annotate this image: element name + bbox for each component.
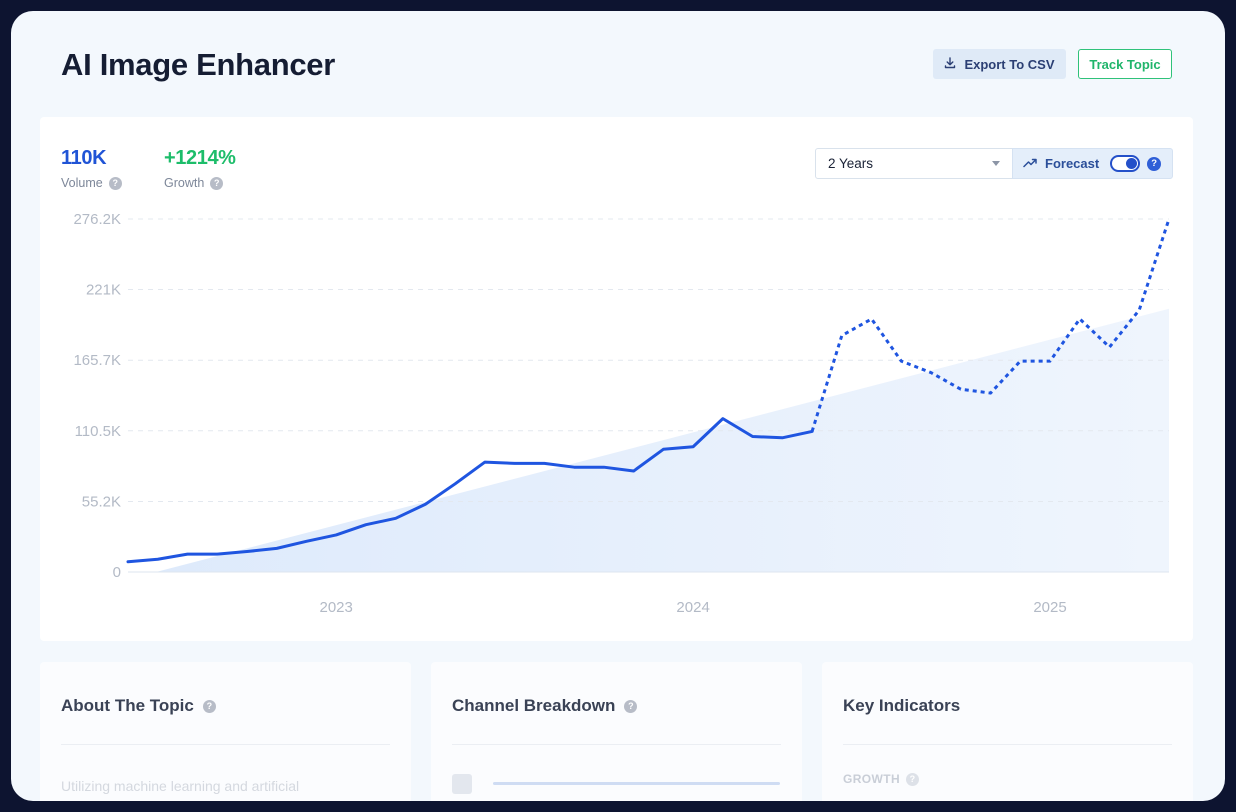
- volume-help-icon[interactable]: ?: [108, 176, 122, 190]
- growth-value: +1214%: [164, 147, 236, 169]
- forecast-control: Forecast ?: [1012, 148, 1173, 179]
- channel-breakdown-panel: Channel Breakdown ?: [431, 662, 802, 801]
- growth-label: Growth: [164, 176, 205, 190]
- page-title: AI Image Enhancer: [61, 47, 335, 82]
- divider: [843, 744, 1172, 745]
- y-tick-label: 221K: [86, 282, 121, 299]
- divider: [61, 744, 390, 745]
- trending-up-icon: [1023, 156, 1038, 171]
- export-csv-label: Export To CSV: [964, 56, 1055, 72]
- divider: [452, 744, 781, 745]
- trend-chart-card: 110K Volume ? +1214% Growth ? 2 Years F: [40, 117, 1193, 641]
- y-tick-label: 0: [113, 564, 121, 581]
- growth-help-icon[interactable]: ?: [210, 176, 224, 190]
- time-range-value: 2 Years: [828, 156, 874, 171]
- forecast-toggle[interactable]: [1110, 155, 1141, 172]
- y-tick-label: 276.2K: [73, 211, 121, 228]
- app-window: AI Image Enhancer Export To CSV Track To…: [11, 11, 1225, 801]
- export-csv-button[interactable]: Export To CSV: [933, 49, 1066, 79]
- x-tick-label: 2023: [320, 599, 353, 616]
- time-range-select[interactable]: 2 Years: [815, 148, 1013, 179]
- y-tick-label: 110.5K: [75, 423, 121, 440]
- channel-breakdown-title: Channel Breakdown: [452, 696, 616, 715]
- about-help-icon[interactable]: ?: [202, 699, 216, 713]
- volume-stat: 110K Volume ?: [61, 147, 122, 190]
- growth-indicator-label: GROWTH: [843, 772, 901, 786]
- growth-indicator-help-icon[interactable]: ?: [906, 772, 920, 786]
- key-indicators-title: Key Indicators: [843, 696, 961, 715]
- y-tick-label: 55.2K: [82, 493, 121, 510]
- volume-label: Volume: [61, 176, 103, 190]
- download-icon: [944, 56, 956, 72]
- toggle-knob: [1126, 158, 1138, 169]
- chevron-down-icon: [992, 161, 1000, 166]
- growth-stat: +1214% Growth ?: [164, 147, 236, 190]
- key-indicators-panel: Key Indicators GROWTH ?: [822, 662, 1193, 801]
- y-tick-label: 165.7K: [73, 352, 121, 369]
- forecast-help-icon[interactable]: ?: [1147, 156, 1162, 171]
- x-tick-label: 2024: [676, 599, 709, 616]
- volume-value: 110K: [61, 147, 107, 169]
- about-topic-text: Utilizing machine learning and artificia…: [61, 778, 300, 794]
- series-line-actual: [126, 417, 814, 564]
- forecast-label: Forecast: [1045, 156, 1100, 171]
- about-topic-title: About The Topic: [61, 696, 194, 715]
- track-topic-button[interactable]: Track Topic: [1078, 49, 1172, 79]
- x-tick-label: 2025: [1033, 599, 1066, 616]
- trend-chart: 0 55.2K 110.5K 165.7K 221K 276.2K 2023 2024 2025: [73, 211, 1171, 616]
- channel-logo-icon: [452, 774, 472, 794]
- channel-share-bar: [493, 782, 780, 785]
- about-topic-panel: About The Topic ? Utilizing machine lear…: [40, 662, 411, 801]
- series-line-forecast: [810, 218, 1171, 432]
- channel-help-icon[interactable]: ?: [624, 699, 638, 713]
- trend-area: [156, 308, 1169, 572]
